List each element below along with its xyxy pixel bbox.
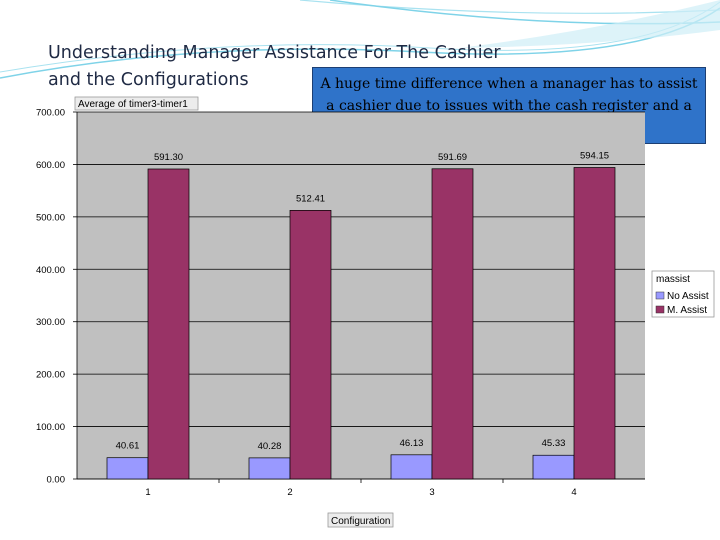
data-label: 40.28 [258,441,282,452]
header-decoration [0,0,720,79]
bar-no-assist-4 [532,454,575,480]
data-label: 40.61 [116,441,140,452]
bar-m-assist-3 [431,168,474,480]
data-label: 512.41 [296,193,325,204]
data-label: 594.15 [580,150,609,161]
x-axis-title: Configuration [331,516,390,527]
bar-no-assist-1 [106,457,149,480]
data-label: 591.69 [438,152,467,163]
data-label: 45.33 [542,438,566,449]
y-tick-label: 500.00 [36,212,65,223]
legend-swatch-no-assist [655,291,665,300]
data-label: 591.30 [154,152,183,163]
slide-title: Understanding Manager Assistance For The… [48,43,501,90]
x-tick-label: 3 [429,487,434,498]
bar-m-assist-2 [289,210,332,480]
x-tick-label: 1 [145,487,150,498]
bar-m-assist-1 [147,168,190,480]
legend-label-m-assist: M. Assist [667,305,707,316]
data-field-button[interactable]: Average of timer3-timer1 [74,96,199,111]
y-tick-label: 100.00 [36,422,65,433]
data-label: 46.13 [400,438,424,449]
y-tick-label: 300.00 [36,317,65,328]
legend-swatch-m-assist [655,305,665,314]
bar-no-assist-3 [390,454,433,480]
legend-title[interactable]: massist [656,274,690,285]
y-tick-label: 400.00 [36,265,65,276]
x-tick-label: 2 [287,487,292,498]
y-tick-label: 0.00 [47,475,66,486]
bar-m-assist-4 [573,167,616,480]
y-tick-label: 600.00 [36,160,65,171]
y-tick-label: 200.00 [36,370,65,381]
data-field-label: Average of timer3-timer1 [78,99,188,110]
y-tick-label: 700.00 [36,108,65,119]
x-tick-label: 4 [571,487,576,498]
bar-no-assist-2 [248,457,291,480]
legend: massist No Assist M. Assist [651,270,715,318]
x-axis-title-button[interactable]: Configuration [327,512,394,528]
bar-chart: 0.00 100.00 200.00 300.00 400.00 500.00 600.00… [36,96,715,528]
legend-label-no-assist: No Assist [667,291,709,302]
